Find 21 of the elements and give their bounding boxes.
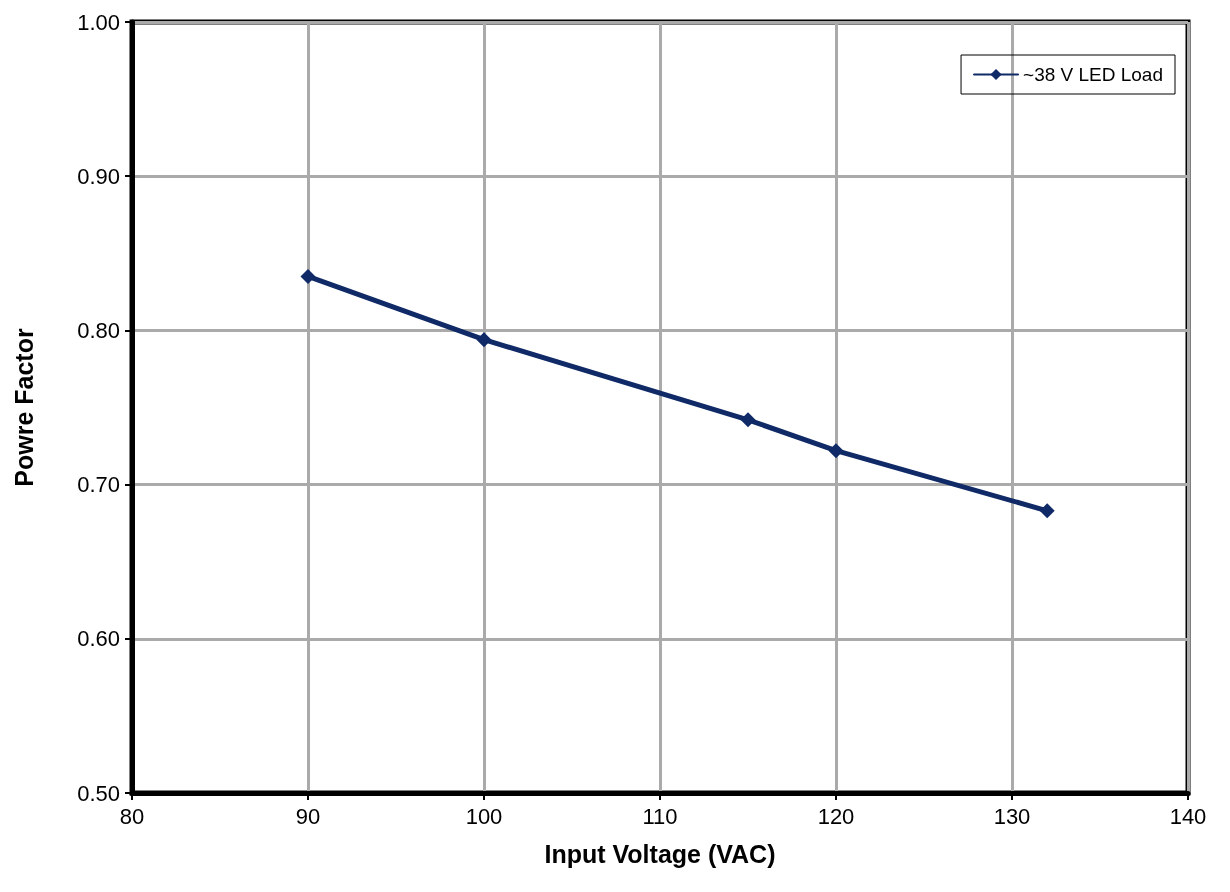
x-tick-label: 90 — [295, 803, 321, 829]
point — [828, 443, 844, 459]
point — [300, 268, 316, 284]
x-tick-label: 140 — [1169, 803, 1207, 829]
x-tick-label: 100 — [465, 803, 503, 829]
point — [740, 412, 756, 428]
x-tick-label: 110 — [642, 803, 678, 829]
point — [1039, 503, 1055, 519]
y-tick-label: 0.90 — [77, 163, 120, 189]
y-tick-label: 0.70 — [77, 472, 120, 498]
y-tick-label: 1.00 — [77, 9, 120, 35]
y-tick-label: 0.80 — [77, 317, 120, 343]
x-tick-label: 120 — [817, 803, 855, 829]
x-axis-title: Input Voltage (VAC) — [544, 839, 776, 868]
y-tick-label: 0.50 — [77, 780, 120, 806]
point — [476, 332, 492, 348]
x-tick-label: 130 — [993, 803, 1031, 829]
y-tick-label: 0.60 — [77, 626, 120, 652]
y-axis-title: Powre Factor — [9, 328, 38, 487]
legend-label: ~38 V LED Load — [1023, 64, 1163, 85]
x-tick-label: 80 — [119, 803, 145, 829]
